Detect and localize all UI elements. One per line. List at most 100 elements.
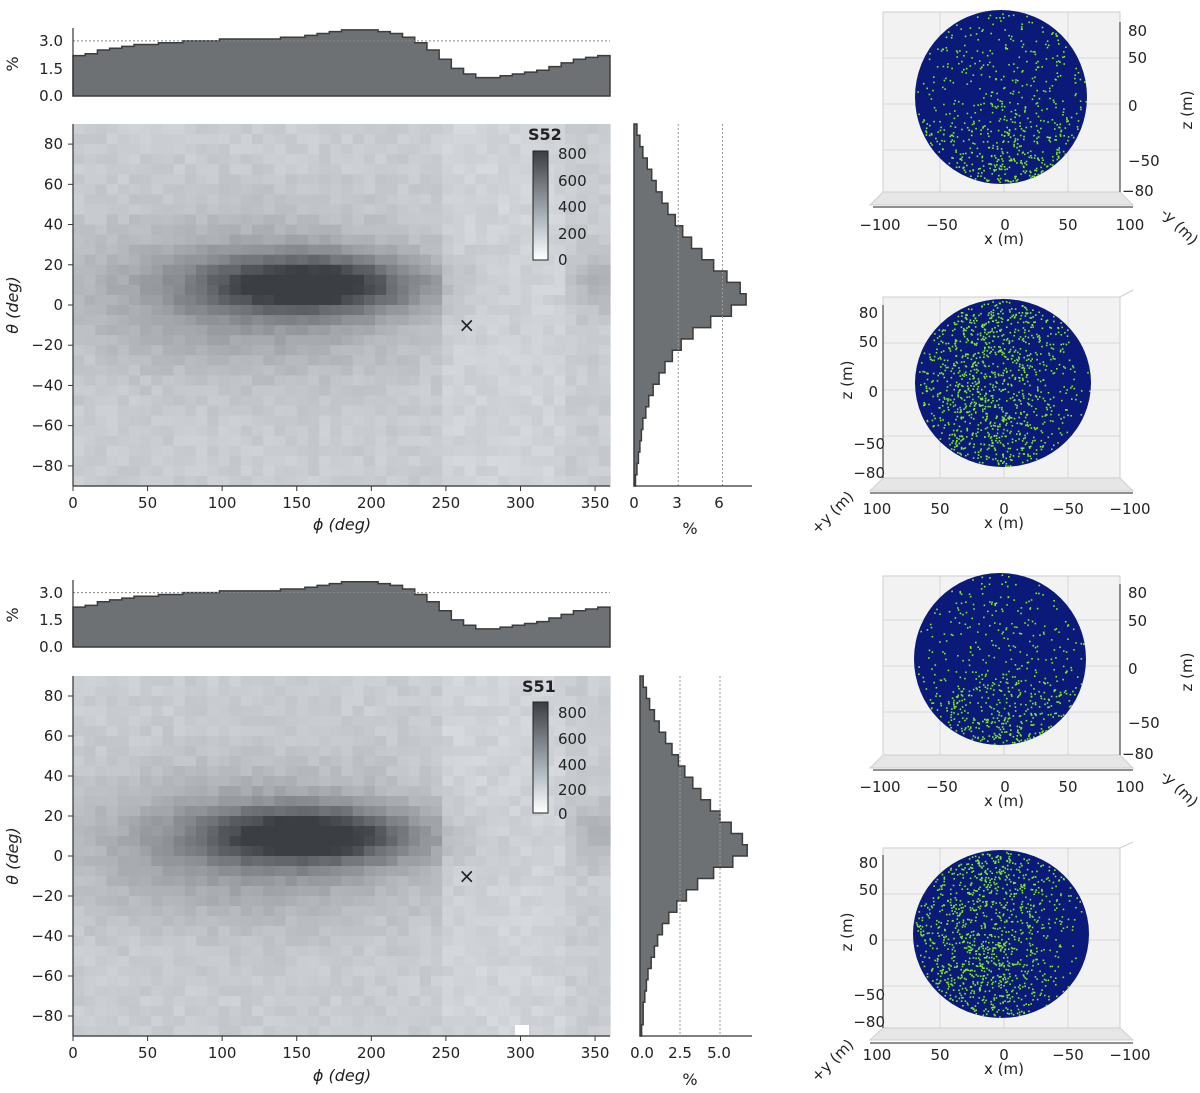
- heatmap-cell: [520, 956, 533, 967]
- heatmap-cell: [184, 214, 197, 226]
- heatmap-cell: [520, 906, 533, 917]
- heatmap-cell: [475, 786, 488, 797]
- heatmap-cell: [375, 876, 387, 887]
- heatmap-cell: [263, 415, 275, 427]
- sphere-point: [946, 402, 949, 405]
- heatmap-cell: [475, 906, 488, 917]
- heatmap-cell: [576, 264, 589, 276]
- heatmap-cell: [442, 174, 454, 185]
- sphere-point: [955, 166, 958, 169]
- sphere-point: [993, 164, 996, 167]
- heatmap-cell: [319, 134, 331, 145]
- sphere-point: [988, 146, 991, 149]
- heatmap-cell: [229, 425, 242, 437]
- heatmap-cell: [274, 284, 287, 296]
- heatmap-cell: [397, 766, 410, 777]
- heatmap-cell: [162, 996, 175, 1007]
- heatmap-cell: [263, 325, 275, 336]
- heatmap-cell: [408, 696, 421, 707]
- heatmap-cell: [207, 415, 220, 427]
- heatmap-cell: [587, 866, 600, 877]
- heatmap-cell: [151, 365, 164, 376]
- heatmap-cell: [397, 204, 410, 216]
- sphere-point: [977, 39, 979, 41]
- sphere-point: [940, 340, 943, 343]
- heatmap-cell: [252, 154, 264, 165]
- heatmap-cell: [128, 475, 141, 487]
- heatmap-cell: [117, 184, 130, 195]
- heatmap-cell: [386, 746, 399, 757]
- heatmap-cell: [263, 194, 275, 206]
- heatmap-cell: [274, 766, 287, 777]
- heatmap-cell: [252, 244, 264, 256]
- sphere-point: [1026, 441, 1028, 444]
- sphere-point: [995, 70, 997, 73]
- heatmap-cell: [106, 876, 119, 887]
- heatmap-cell: [397, 756, 410, 767]
- heatmap-cell: [117, 776, 130, 787]
- heatmap-cell: [128, 264, 141, 276]
- heatmap-cell: [207, 726, 220, 737]
- heatmap-cell: [319, 425, 331, 437]
- heatmap-cell: [196, 736, 208, 747]
- heatmap-cell: [587, 124, 600, 135]
- heatmap-cell: [263, 224, 275, 236]
- heatmap-cell: [263, 294, 275, 306]
- sphere-point: [988, 312, 990, 314]
- heatmap-cell: [307, 1016, 320, 1027]
- heatmap-cell: [587, 856, 600, 867]
- heatmap-cell: [419, 315, 432, 326]
- heatmap-cell: [475, 886, 488, 897]
- heatmap-cell: [173, 184, 186, 195]
- heatmap-cell: [520, 706, 533, 717]
- sphere-point: [1003, 461, 1005, 463]
- heatmap-cell: [408, 686, 421, 697]
- heatmap-cell: [363, 174, 376, 185]
- heatmap-cell: [598, 746, 611, 757]
- sphere-point: [1024, 130, 1026, 133]
- sphere-point: [1028, 330, 1030, 332]
- sphere-point: [929, 52, 931, 55]
- heatmap-cell: [587, 174, 600, 185]
- heatmap-cell: [307, 976, 320, 987]
- heatmap-cell: [531, 816, 544, 827]
- heatmap-cell: [84, 365, 96, 376]
- heatmap-cell: [587, 726, 600, 737]
- z-tick: −50: [1128, 152, 1160, 170]
- heatmap-cell: [207, 405, 220, 417]
- sphere-point: [1046, 165, 1049, 167]
- heatmap-cell: [453, 696, 466, 707]
- heatmap-cell: [565, 676, 578, 687]
- heatmap-cell: [375, 886, 387, 897]
- heatmap-cell: [184, 816, 197, 827]
- heatmap-cell: [386, 1016, 399, 1027]
- sphere-point: [950, 448, 953, 450]
- heatmap-cell: [375, 786, 387, 797]
- heatmap-cell: [307, 936, 320, 947]
- heatmap-cell: [565, 315, 578, 326]
- heatmap-ylabel: θ (deg): [3, 276, 22, 334]
- heatmap-cell: [207, 1006, 220, 1017]
- heatmap-cell: [587, 826, 600, 837]
- sphere-point: [988, 335, 991, 338]
- heatmap-cell: [576, 866, 589, 877]
- heatmap-cell: [196, 174, 208, 185]
- heatmap-cell: [117, 866, 130, 877]
- heatmap-cell: [252, 686, 264, 697]
- sphere-point: [1044, 400, 1046, 402]
- heatmap-cell: [173, 355, 186, 366]
- sphere-point: [986, 54, 989, 57]
- heatmap-cell: [140, 936, 152, 947]
- sphere-point: [1012, 180, 1015, 182]
- sphere-point: [950, 37, 953, 39]
- sphere-point: [1054, 122, 1056, 124]
- heatmap-cell: [207, 365, 220, 376]
- heatmap-cell: [140, 204, 152, 216]
- sphere-point: [990, 32, 992, 35]
- x-tick: 100: [1116, 216, 1145, 234]
- sphere-point: [940, 50, 943, 52]
- heatmap-cell: [542, 375, 555, 387]
- heatmap-cell: [296, 274, 309, 286]
- heatmap-cell: [128, 816, 141, 827]
- heatmap-cell: [397, 986, 410, 997]
